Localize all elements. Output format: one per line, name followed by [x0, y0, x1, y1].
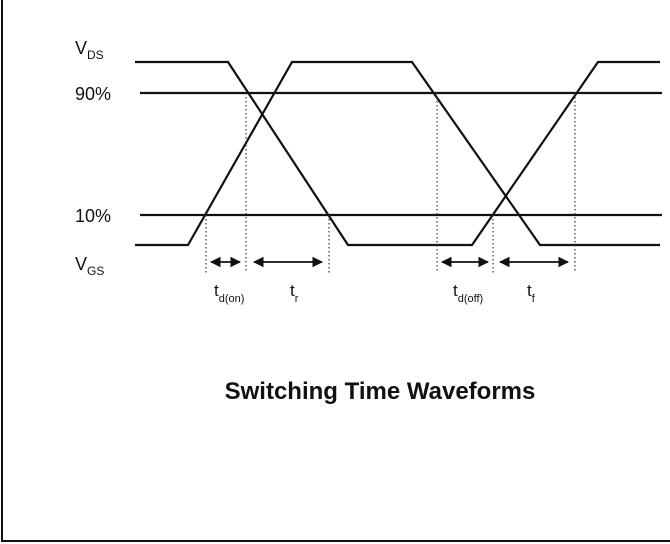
tf-label: tf: [527, 281, 536, 305]
td-on-label: td(on): [214, 281, 244, 305]
title: Switching Time Waveforms: [225, 378, 536, 405]
vgs-label: VGS: [75, 254, 104, 278]
label-90: 90%: [75, 84, 111, 104]
vds-label: VDS: [75, 38, 104, 62]
tr-label: tr: [290, 281, 299, 305]
td-off-label: td(off): [453, 281, 483, 305]
vds-waveform: [135, 60, 660, 247]
label-10: 10%: [75, 206, 111, 226]
vgs-waveform: [135, 60, 660, 247]
dotted-markers: [205, 93, 576, 273]
